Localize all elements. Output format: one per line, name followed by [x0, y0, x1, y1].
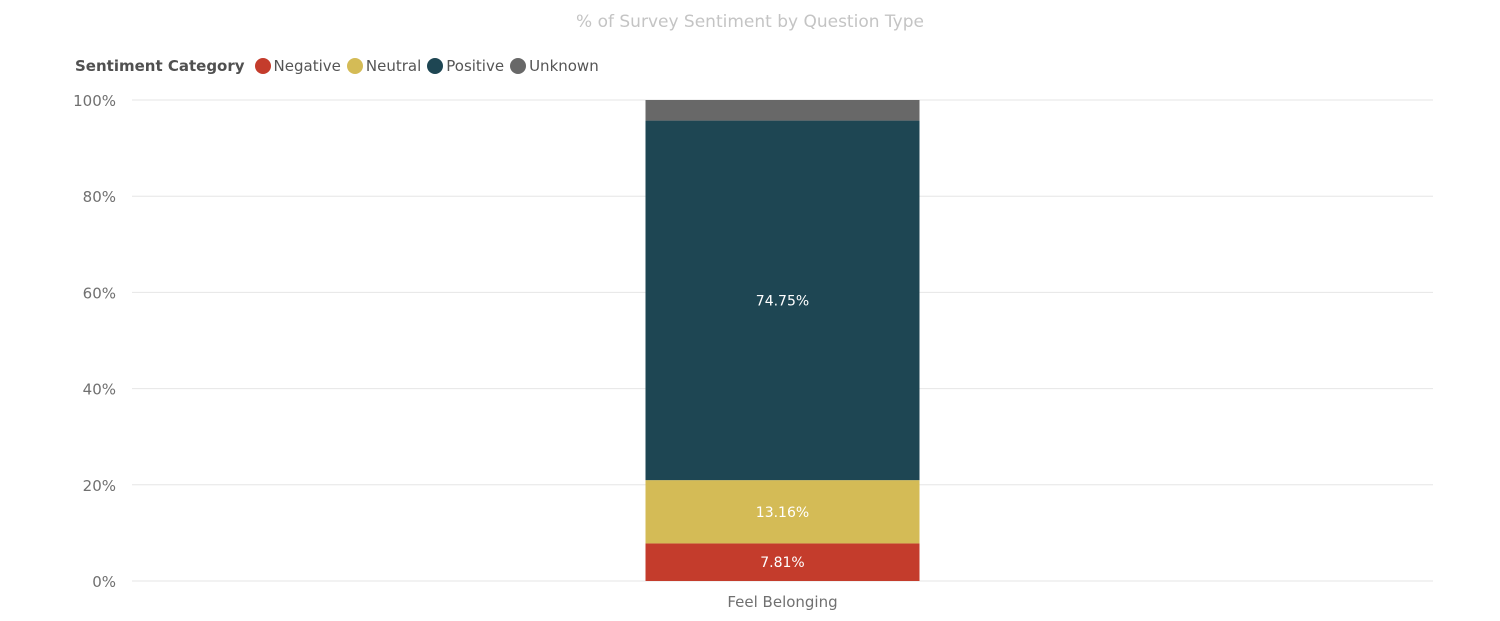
bar-segment-unknown[interactable]	[645, 100, 920, 121]
y-tick-label: 40%	[83, 381, 116, 399]
bars	[645, 100, 920, 581]
legend: Sentiment Category Negative Neutral Posi…	[75, 55, 605, 77]
y-tick-label: 20%	[83, 477, 116, 495]
chart-title: % of Survey Sentiment by Question Type	[576, 12, 924, 32]
data-labels: 7.81% 13.16% 74.75%	[756, 293, 809, 571]
legend-item-unknown[interactable]: Unknown	[510, 57, 599, 75]
legend-swatch-neutral-icon	[346, 58, 363, 74]
x-axis-ticks: Feel Belonging	[727, 593, 837, 611]
y-tick-label: 80%	[83, 188, 116, 206]
y-axis-ticks: 0% 20% 40% 60% 80% 100%	[73, 92, 116, 591]
y-tick-label: 60%	[83, 284, 116, 302]
legend-item-neutral[interactable]: Neutral	[346, 57, 422, 75]
legend-label-positive: Positive	[446, 57, 505, 75]
bar-segment-neutral[interactable]	[645, 480, 920, 544]
legend-label-negative: Negative	[273, 57, 341, 75]
legend-label-neutral: Neutral	[365, 57, 422, 75]
legend-label-unknown: Unknown	[529, 57, 599, 75]
legend-item-negative[interactable]: Negative	[254, 57, 341, 75]
legend-title: Sentiment Category	[75, 57, 245, 75]
bar-segment-positive[interactable]	[645, 120, 920, 481]
y-tick-label: 100%	[73, 92, 116, 110]
legend-swatch-positive-icon	[427, 58, 444, 74]
data-label-negative: 7.81%	[760, 555, 804, 571]
legend-item-positive[interactable]: Positive	[427, 57, 504, 75]
y-tick-label: 0%	[92, 573, 116, 591]
data-label-positive: 74.75%	[756, 293, 809, 309]
x-tick-label: Feel Belonging	[727, 593, 837, 611]
data-label-neutral: 13.16%	[756, 505, 809, 521]
bar-segment-negative[interactable]	[645, 543, 920, 581]
legend-swatch-negative-icon	[254, 58, 271, 74]
legend-swatch-unknown-icon	[510, 58, 527, 74]
